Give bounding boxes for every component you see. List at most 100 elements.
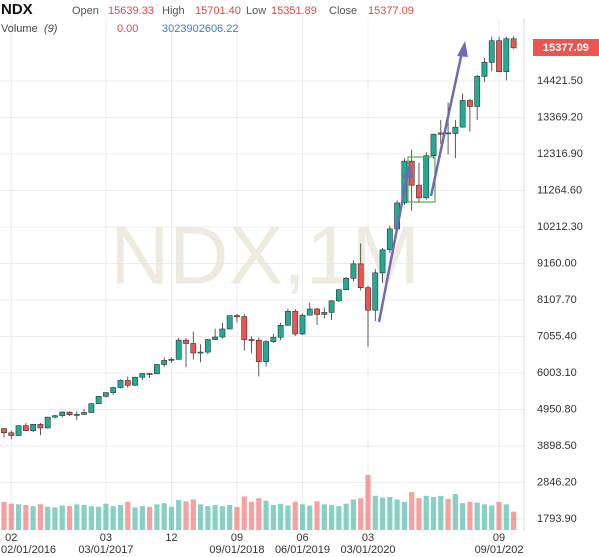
- candle-body: [44, 416, 51, 429]
- candle-body: [277, 325, 284, 338]
- volume-bar: [511, 511, 517, 530]
- y-tick-label: 13369.20: [537, 111, 583, 123]
- candle-body: [386, 228, 393, 251]
- x-tick-label: 06/01/2019: [275, 544, 330, 556]
- x-tick-label: 03: [362, 532, 374, 544]
- y-tick-label: 7055.40: [537, 330, 577, 342]
- candles: [1, 36, 517, 440]
- volume-bar: [278, 503, 284, 530]
- volume-bar: [248, 501, 255, 530]
- volume-bar: [125, 501, 131, 530]
- volume-bar: [358, 498, 364, 530]
- volume-bar: [117, 504, 124, 530]
- y-tick-label: 4950.80: [537, 403, 577, 415]
- candle-body: [226, 315, 233, 330]
- candle-body: [314, 308, 320, 315]
- candle-body: [306, 308, 313, 316]
- x-tick-label: 03: [100, 532, 112, 544]
- y-axis: 1793.90 2846.20 3898.50 4950.80 6003.10 7055.…: [523, 18, 583, 531]
- candle-body: [452, 126, 459, 134]
- volume-label: Volume: [1, 23, 38, 35]
- volume-bar: [241, 496, 247, 530]
- volume-bar: [161, 503, 167, 530]
- volume-bar: [379, 497, 386, 530]
- y-tick-label: 6003.10: [537, 367, 577, 379]
- open-label: Open: [72, 5, 99, 17]
- y-tick-label: 11264.60: [537, 184, 582, 196]
- candle-body: [357, 263, 364, 289]
- candle-body: [190, 343, 197, 354]
- volume-bar: [45, 506, 51, 530]
- candle-body: [95, 396, 102, 405]
- high-value: 15701.40: [195, 5, 241, 17]
- volume-bar: [37, 504, 43, 530]
- candle-body: [343, 278, 350, 291]
- volume-bar: [314, 501, 320, 530]
- candle-body: [146, 373, 153, 375]
- candle-body: [488, 40, 495, 63]
- volume-bar: [299, 504, 306, 530]
- candle-body: [321, 312, 328, 315]
- volume-bar: [234, 506, 240, 530]
- low-value: 15351.89: [271, 5, 317, 17]
- volume-bar: [430, 497, 437, 530]
- volume-bar: [423, 495, 429, 530]
- volume-bar: [132, 507, 138, 530]
- candle-body: [423, 155, 430, 199]
- x-tick-label: 09: [493, 532, 505, 544]
- candle-body: [81, 412, 87, 415]
- volume-bar: [103, 503, 109, 530]
- candle-body: [117, 380, 124, 388]
- candle-body: [510, 38, 517, 49]
- volume-bar: [387, 497, 393, 530]
- volume-bar: [154, 504, 160, 530]
- candle-body: [212, 336, 219, 340]
- volume-bar: [66, 506, 73, 530]
- volume-bar: [190, 499, 196, 530]
- open-value: 15639.33: [108, 5, 154, 17]
- volume-bar: [270, 504, 276, 530]
- candle-body: [285, 311, 291, 326]
- candle-body: [299, 314, 306, 335]
- candle-body: [445, 132, 451, 135]
- candle-body: [37, 424, 44, 429]
- candle-body: [22, 425, 29, 431]
- legend-header: NDX Open 15639.33 High 15701.40 Low 1535…: [1, 1, 414, 35]
- candle-body: [241, 316, 248, 340]
- volume-bar: [438, 495, 444, 530]
- volume-bar: [110, 506, 116, 530]
- x-tick-label: 03/01/2020: [340, 544, 395, 556]
- x-tick-label: 03/01/2017: [78, 544, 133, 556]
- y-tick-label: 12316.90: [537, 148, 583, 160]
- y-tick-label: 1793.90: [537, 513, 577, 525]
- candle-body: [292, 311, 299, 335]
- candle-body: [255, 339, 262, 362]
- volume-bar: [489, 505, 495, 530]
- candle-body: [161, 360, 168, 365]
- candle-body: [52, 415, 58, 418]
- close-value: 15377.09: [368, 5, 414, 17]
- volume-bar: [401, 501, 407, 530]
- volume-bar: [30, 506, 36, 530]
- volume-bar: [467, 501, 473, 530]
- volume-bar: [96, 506, 102, 530]
- x-tick-label: 09/01/202: [475, 544, 524, 556]
- candle-body: [139, 373, 146, 378]
- y-tick-label: 8107.70: [537, 294, 577, 306]
- volume-bar: [256, 498, 262, 530]
- candle-body: [365, 287, 371, 311]
- candle-body: [66, 411, 73, 415]
- price-box: [533, 39, 599, 56]
- volume-bar: [147, 506, 153, 530]
- candle-body: [183, 339, 189, 344]
- volume-bar: [445, 498, 451, 530]
- volume-bar: [496, 501, 502, 530]
- volume-bar: [23, 504, 29, 530]
- low-label: Low: [246, 5, 266, 17]
- candle-body: [503, 38, 510, 73]
- arrow-head: [457, 41, 468, 57]
- candle-body: [15, 425, 22, 436]
- candle-body: [219, 328, 226, 338]
- volume-bar: [292, 501, 298, 530]
- volume-bar: [168, 506, 175, 530]
